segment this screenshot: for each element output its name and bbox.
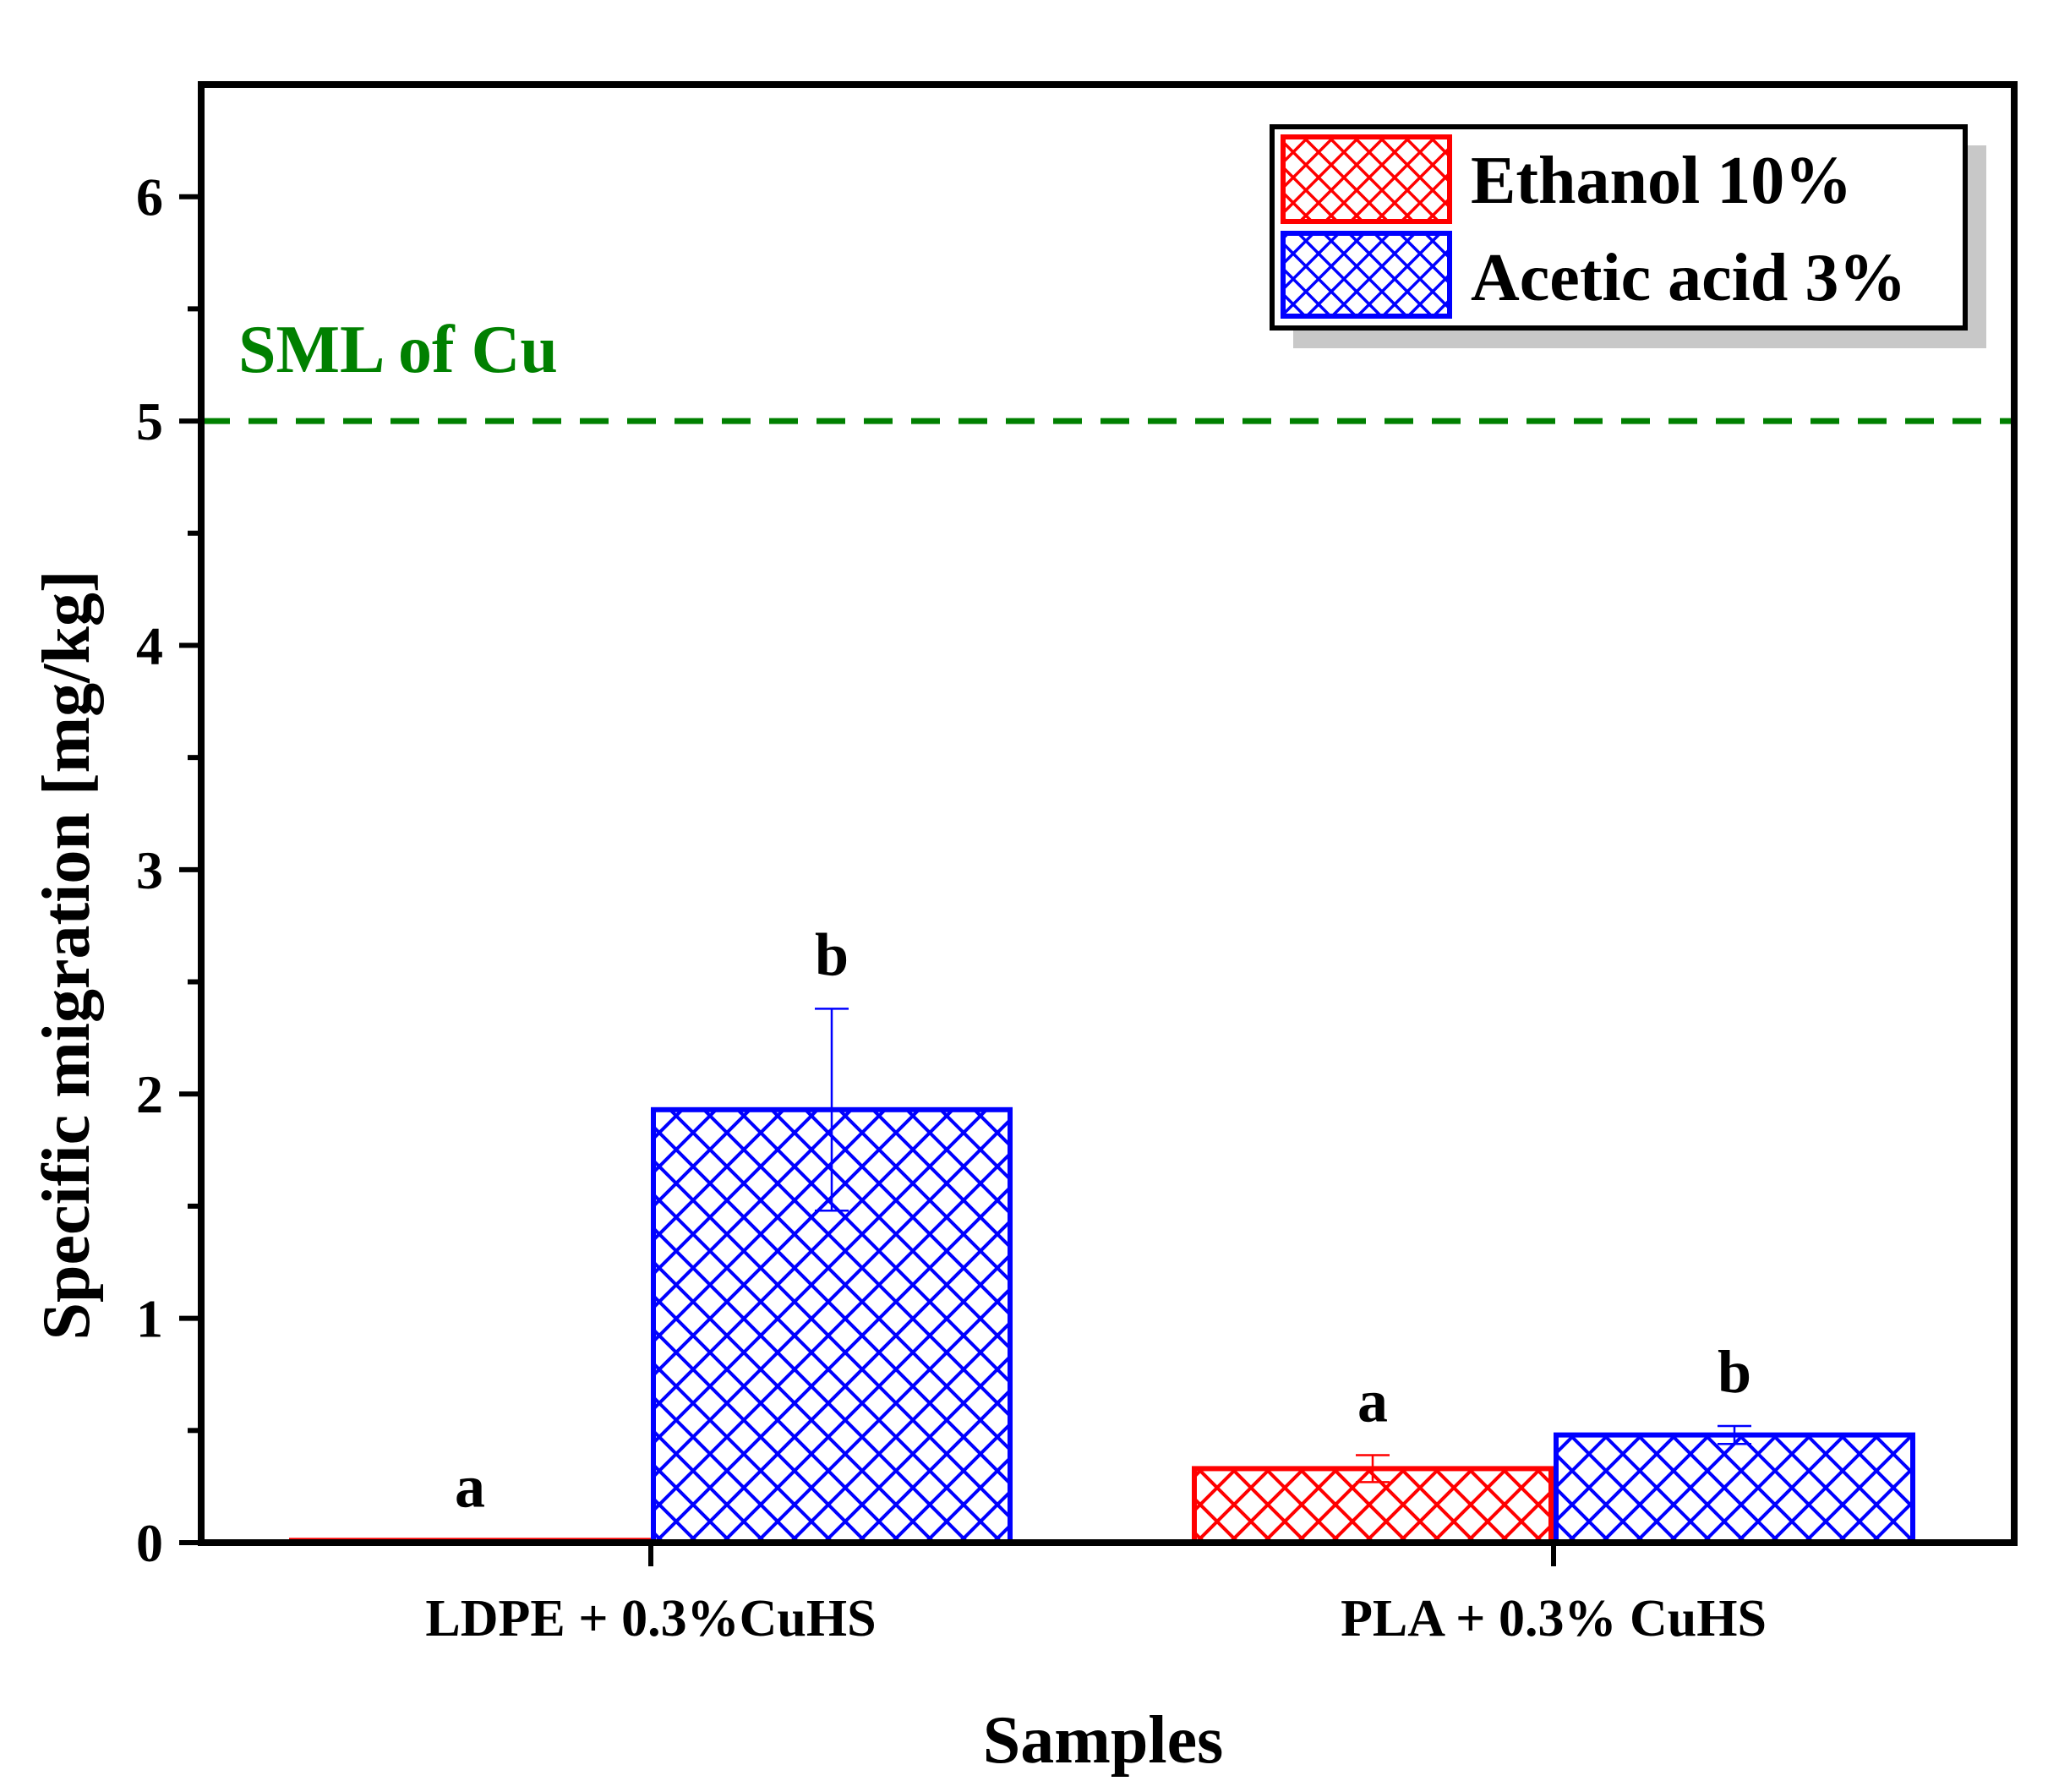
y-tick-label: 3 bbox=[136, 840, 163, 900]
significance-label: a bbox=[1357, 1368, 1388, 1435]
significance-label: b bbox=[815, 921, 849, 988]
significance-label: a bbox=[455, 1452, 485, 1520]
y-tick-label: 1 bbox=[136, 1289, 163, 1349]
plot-frame bbox=[198, 81, 2018, 1546]
legend-swatch-acetic bbox=[1281, 231, 1452, 319]
legend-label-ethanol: Ethanol 10% bbox=[1471, 144, 1852, 218]
legend-swatch-ethanol bbox=[1281, 134, 1452, 224]
axes: 0 1 2 3 4 5 6 bbox=[136, 81, 2018, 1573]
significance-label: b bbox=[1718, 1338, 1751, 1406]
y-tick-label: 6 bbox=[136, 167, 163, 227]
y-tick-label: 0 bbox=[136, 1513, 163, 1573]
reference-line-label: SML of Cu bbox=[238, 313, 558, 387]
y-tick-label: 5 bbox=[136, 391, 163, 451]
bar bbox=[1554, 1432, 1915, 1545]
x-category-label: LDPE + 0.3%CuHS bbox=[425, 1590, 876, 1647]
x-category-label: PLA + 0.3% CuHS bbox=[1341, 1590, 1767, 1647]
y-axis-title: Specific migration [mg/kg] bbox=[30, 571, 104, 1341]
legend: Ethanol 10% Acetic acid 3% bbox=[1270, 124, 1986, 348]
legend-label-acetic: Acetic acid 3% bbox=[1471, 241, 1906, 315]
y-tick-label: 2 bbox=[136, 1064, 163, 1124]
y-tick-label: 4 bbox=[136, 615, 163, 675]
bars: a a b b bbox=[289, 921, 1915, 1546]
x-axis-title: Samples bbox=[983, 1703, 1224, 1778]
